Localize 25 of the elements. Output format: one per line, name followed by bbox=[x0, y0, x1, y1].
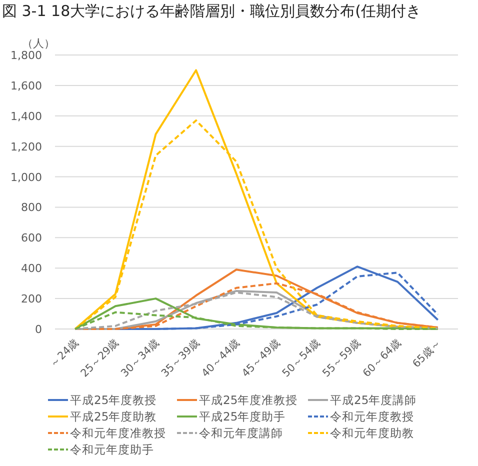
legend-label: 令和元年度准教授 bbox=[70, 426, 166, 440]
x-tick-label: ～24歳 bbox=[47, 336, 82, 370]
y-tick-label: 1,800 bbox=[10, 49, 42, 62]
legend-label: 平成25年度助手 bbox=[199, 410, 286, 424]
legend-label: 平成25年度講師 bbox=[330, 393, 417, 407]
y-tick-label: 1,000 bbox=[10, 170, 42, 184]
y-axis-title: （人） bbox=[22, 37, 55, 50]
legend-label: 平成25年度教授 bbox=[70, 393, 157, 407]
y-tick-label: 600 bbox=[21, 232, 42, 245]
chart-title: 図 3-1 18大学における年齢階層別・職位別員数分布(任期付き bbox=[2, 2, 421, 20]
legend-label: 平成25年度助教 bbox=[70, 410, 157, 424]
y-tick-label: 400 bbox=[21, 262, 42, 276]
y-tick-label: 1,200 bbox=[10, 140, 42, 154]
y-tick-label: 200 bbox=[21, 292, 42, 306]
y-tick-label: 800 bbox=[21, 201, 42, 214]
y-tick-label: 1,400 bbox=[10, 110, 42, 123]
x-tick-label: 65歳～ bbox=[410, 336, 444, 370]
x-tick-label: 45～49歳 bbox=[239, 336, 283, 380]
legend-label: 令和元年度助教 bbox=[330, 426, 414, 440]
legend-label: 令和元年度教授 bbox=[330, 410, 414, 424]
legend-label: 平成25年度准教授 bbox=[199, 393, 298, 407]
legend-label: 令和元年度助手 bbox=[70, 442, 154, 456]
y-tick-label: 0 bbox=[35, 323, 42, 336]
legend-label: 令和元年度講師 bbox=[199, 426, 283, 440]
y-tick-label: 1,600 bbox=[10, 79, 42, 92]
